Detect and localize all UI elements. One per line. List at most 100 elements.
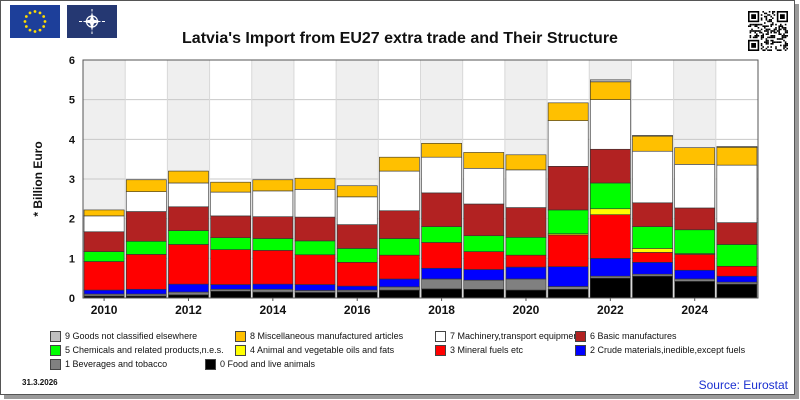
- legend-swatch: [50, 359, 61, 370]
- bar-segment: [252, 250, 294, 285]
- bar-segment: [505, 207, 547, 238]
- legend-swatch: [435, 345, 446, 356]
- bar-segment: [421, 242, 462, 269]
- bar-segment: [168, 244, 209, 285]
- bar-segment: [125, 254, 167, 290]
- bar-segment: [83, 261, 125, 291]
- bar-segment: [336, 224, 378, 249]
- legend-label: 8 Miscellaneous manufactured articles: [250, 331, 404, 341]
- bar-segment: [505, 169, 547, 208]
- bar-segment: [379, 156, 420, 172]
- bar-segment: [421, 156, 462, 194]
- chart-title: Latvia's Import from EU27 extra trade an…: [182, 30, 618, 47]
- legend-label: 7 Machinery,transport equipment: [450, 331, 581, 341]
- bar-segment: [463, 152, 505, 169]
- bar-segment: [632, 150, 673, 204]
- bar-segment: [421, 288, 462, 299]
- source-label: Source: Eurostat: [698, 378, 788, 392]
- bar-segment: [590, 99, 631, 150]
- bar-segment: [674, 278, 716, 282]
- bar-segment: [547, 286, 589, 290]
- legend-swatch: [575, 331, 586, 342]
- bar-segment: [125, 191, 167, 212]
- bar-segment: [294, 284, 336, 291]
- bar-segment: [547, 234, 589, 267]
- bar-segment: [674, 281, 716, 299]
- bar-segment: [168, 170, 209, 184]
- bar-segment: [83, 215, 125, 233]
- bar-segment: [421, 278, 462, 290]
- bar-segment: [210, 249, 251, 285]
- x-tick-label: 2014: [259, 303, 286, 317]
- bar-segment: [336, 248, 378, 263]
- bar-segment: [379, 278, 420, 288]
- bar-segment: [252, 238, 294, 251]
- bar-segment: [716, 146, 758, 166]
- bar-segment: [590, 79, 631, 83]
- bar-segment: [463, 269, 505, 281]
- x-tick-label: 2024: [681, 303, 708, 317]
- bar-segment: [674, 229, 716, 254]
- plot-border: [82, 59, 759, 299]
- bar-segment: [590, 148, 631, 184]
- x-tick-label: 2020: [513, 303, 540, 317]
- bar-segment: [168, 206, 209, 231]
- legend-swatch: [435, 331, 446, 342]
- bar-segment: [505, 154, 547, 171]
- bar-segment: [421, 143, 462, 158]
- bar-segment: [379, 289, 420, 299]
- bar-segment: [421, 267, 462, 280]
- legend-label: 6 Basic manufactures: [590, 331, 677, 341]
- x-tick-label: 2010: [91, 303, 118, 317]
- date-stamp: 31.3.2026: [22, 378, 58, 387]
- legend-swatch: [575, 345, 586, 356]
- bar-segment: [294, 240, 336, 256]
- x-tick-label: 2018: [428, 303, 455, 317]
- x-tick-label: 2016: [344, 303, 371, 317]
- legend-swatch: [235, 331, 246, 342]
- bar-segment: [716, 146, 758, 148]
- bar-segment: [463, 235, 505, 252]
- bar-segment: [83, 209, 125, 217]
- bar-segment: [632, 252, 673, 263]
- bar-segment: [379, 254, 420, 280]
- bar-segment: [547, 209, 589, 235]
- bar-segment: [590, 214, 631, 259]
- bar-segment: [252, 216, 294, 239]
- x-tick-label: 2022: [597, 303, 624, 317]
- bar-segment: [505, 237, 547, 256]
- bar-segment: [336, 291, 378, 299]
- bar-segment: [210, 237, 251, 250]
- bar-segment: [463, 288, 505, 299]
- y-axis-label: * Billion Euro: [31, 141, 45, 216]
- bar-segment: [547, 166, 589, 211]
- bar-segment: [590, 258, 631, 277]
- bar-segment: [716, 164, 758, 223]
- bar-segment: [716, 275, 758, 283]
- bar-segment: [547, 120, 589, 167]
- bar-segment: [547, 102, 589, 121]
- bar-segment: [83, 231, 125, 252]
- bar-segment: [252, 179, 294, 192]
- bar-segment: [632, 226, 673, 249]
- y-tick-label: 6: [69, 55, 75, 67]
- bar-segment: [210, 290, 251, 299]
- bar-segment: [632, 275, 673, 299]
- bar-segment: [168, 230, 209, 245]
- bar-segment: [505, 266, 547, 280]
- bar-segment: [83, 289, 125, 295]
- legend-label: 5 Chemicals and related products,n.e.s.: [65, 345, 224, 355]
- y-tick-label: 3: [69, 174, 75, 186]
- bar-segment: [590, 81, 631, 100]
- qr-code-icon[interactable]: [748, 11, 788, 51]
- bar-segment: [125, 288, 167, 295]
- bar-segment: [463, 279, 505, 290]
- bar-segment: [674, 269, 716, 280]
- y-tick-label: 0: [69, 293, 75, 305]
- bar-segment: [336, 285, 378, 291]
- bar-segment: [210, 284, 251, 290]
- bar-segment: [125, 179, 167, 192]
- bar-segment: [294, 177, 336, 190]
- bar-segment: [210, 215, 251, 239]
- bar-segment: [83, 251, 125, 262]
